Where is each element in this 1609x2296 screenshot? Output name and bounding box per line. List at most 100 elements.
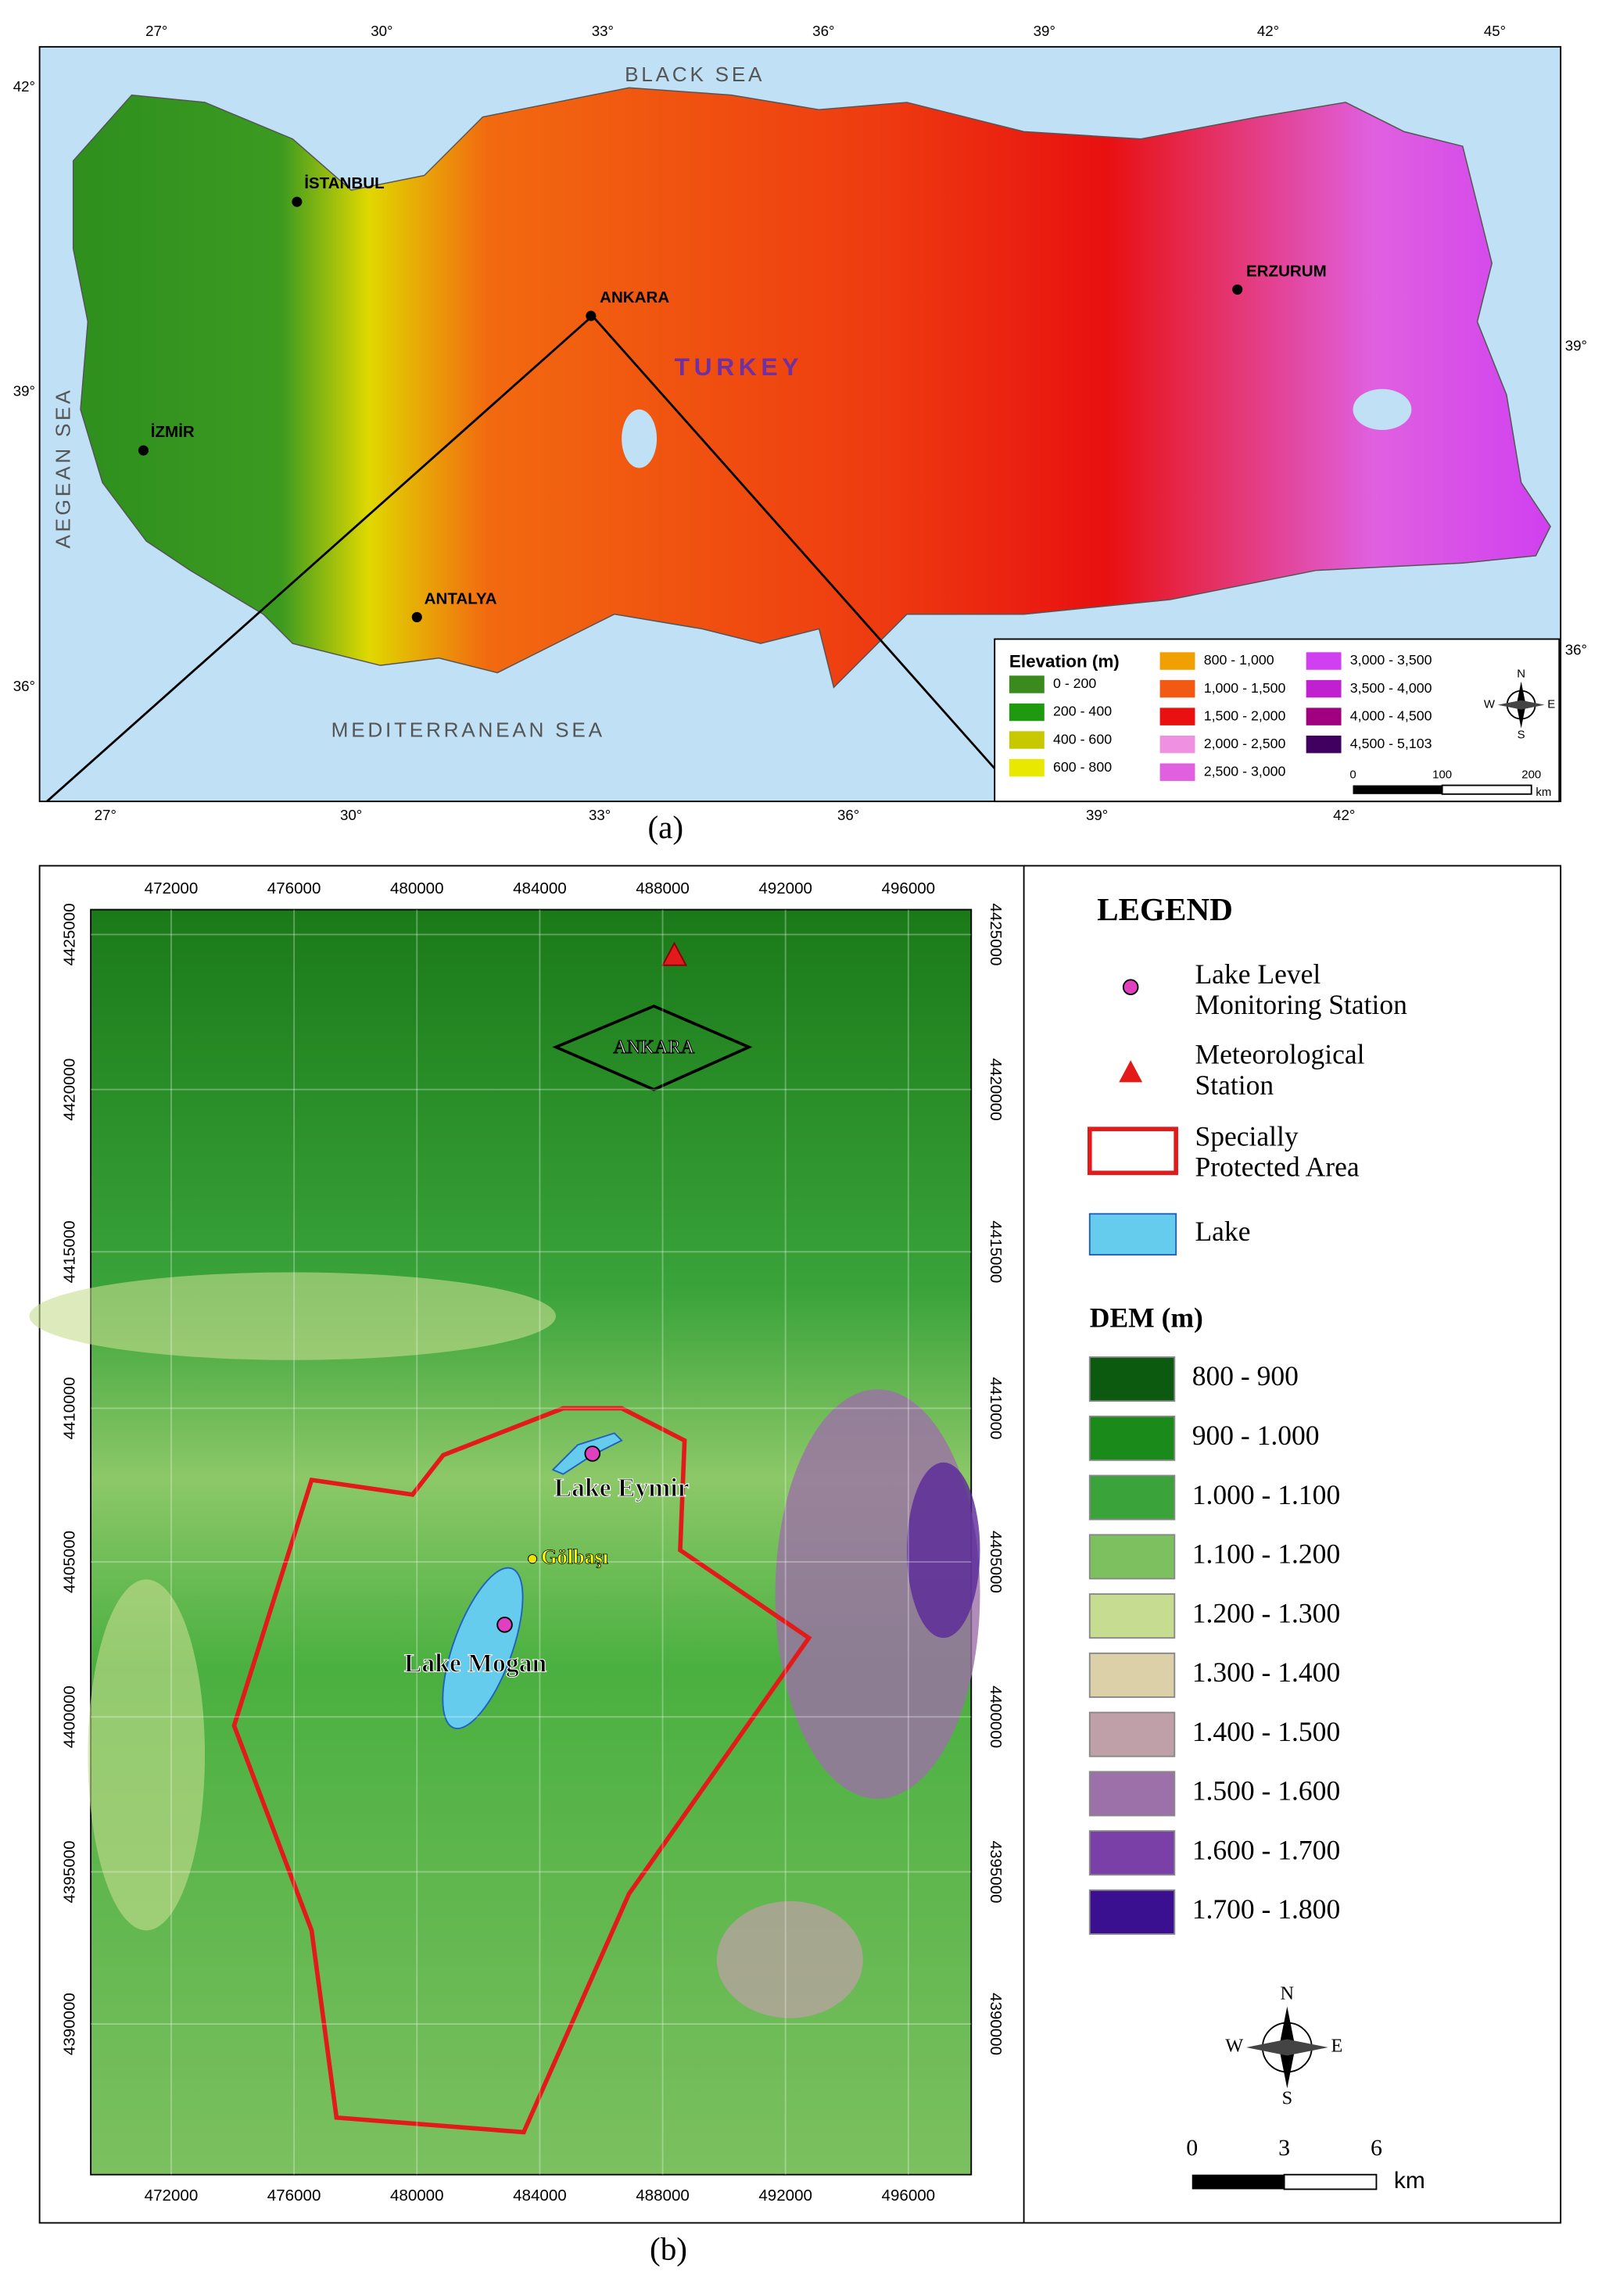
y-tick-label: 4405000	[60, 1531, 78, 1593]
scale-label: km	[1536, 786, 1551, 799]
legend-swatch	[1088, 1771, 1176, 1817]
lon-tick-label: 42°	[1257, 23, 1279, 39]
legend-label: 1.500 - 1.600	[1192, 1775, 1341, 1807]
scale-label: 3	[1278, 2135, 1290, 2161]
legend-swatch	[1088, 1889, 1176, 1935]
legend-lake-symbol	[1088, 1212, 1177, 1255]
turkey-elevation	[72, 87, 1551, 689]
legend-label: 900 - 1.000	[1192, 1420, 1320, 1451]
country-label: TURKEY	[675, 353, 803, 381]
highland	[29, 1272, 556, 1360]
legend-swatch	[1009, 758, 1045, 777]
legend-title: Elevation (m)	[1009, 651, 1120, 671]
sea-label: BLACK SEA	[625, 63, 765, 86]
scale-label: 100	[1432, 768, 1452, 781]
scale-bar	[1353, 785, 1442, 794]
legend-swatch	[1088, 1534, 1176, 1580]
legend-swatch	[1009, 731, 1045, 749]
legend-label: Lake	[1195, 1216, 1250, 1247]
legend-a-box	[994, 638, 1561, 803]
place-label: Gölbaşı	[541, 1546, 608, 1568]
compass-letter: S	[1282, 2088, 1293, 2109]
place-label: ANKARA	[613, 1037, 694, 1058]
lon-tick-label: 42°	[1333, 807, 1355, 823]
lon-tick-label: 30°	[340, 807, 362, 823]
y-tick-label: 4410000	[60, 1377, 78, 1439]
legend-title: DEM (m)	[1090, 1302, 1203, 1333]
x-tick-label: 492000	[758, 879, 812, 897]
x-tick-label: 476000	[267, 2187, 321, 2205]
legend-title: LEGEND	[1097, 891, 1233, 927]
city-point	[292, 196, 303, 207]
legend-swatch	[1088, 1711, 1176, 1757]
y-tick-label: 4420000	[987, 1058, 1005, 1121]
legend-label: Station	[1195, 1069, 1274, 1101]
meteorological-station	[661, 941, 688, 966]
legend-label: 200 - 400	[1053, 704, 1112, 719]
ankara-symbol	[552, 1005, 753, 1091]
lon-tick-label: 27°	[145, 23, 167, 39]
legend-swatch	[1088, 1356, 1176, 1402]
legend-swatch	[1088, 1415, 1176, 1461]
legend-swatch	[1159, 707, 1195, 725]
x-tick-label: 484000	[513, 879, 567, 897]
legend-label: 800 - 1,000	[1204, 652, 1274, 668]
caption: (a)	[647, 809, 683, 846]
y-tick-label: 4390000	[60, 1993, 78, 2055]
legend-swatch	[1009, 703, 1045, 722]
y-tick-label: 4425000	[987, 903, 1005, 965]
x-tick-label: 496000	[882, 2187, 936, 2205]
legend-station-symbol	[1122, 979, 1139, 996]
legend-label: 800 - 900	[1192, 1360, 1299, 1392]
legend-label: 1,000 - 1,500	[1204, 680, 1286, 696]
scale-label: 0	[1349, 768, 1356, 781]
city-point	[586, 310, 597, 321]
highland	[906, 1462, 980, 1639]
x-tick-label: 472000	[145, 879, 199, 897]
compass-letter: S	[1518, 729, 1525, 742]
legend-label: 3,500 - 4,000	[1350, 680, 1432, 696]
lon-tick-label: 36°	[837, 807, 859, 823]
legend-label: 1.400 - 1.500	[1192, 1716, 1341, 1747]
legend-swatch	[1159, 679, 1195, 698]
legend-label: 4,000 - 4,500	[1350, 707, 1432, 723]
x-tick-label: 492000	[758, 2187, 812, 2205]
compass	[1245, 2039, 1328, 2056]
y-tick-label: 4405000	[987, 1531, 1005, 1593]
city-label: ANTALYA	[425, 589, 497, 607]
legend-label: 1.200 - 1.300	[1192, 1597, 1341, 1628]
legend-label: Specially	[1195, 1120, 1298, 1152]
legend-label: Monitoring Station	[1195, 989, 1407, 1020]
place-label: Lake Eymir	[554, 1474, 690, 1503]
legend-label: 1.300 - 1.400	[1192, 1657, 1341, 1688]
x-tick-label: 484000	[513, 2187, 567, 2205]
legend-label: 1.600 - 1.700	[1192, 1834, 1341, 1865]
lon-tick-label: 45°	[1484, 23, 1506, 39]
legend-swatch	[1159, 735, 1195, 754]
y-tick-label: 4415000	[987, 1220, 1005, 1283]
legend-label: 1.000 - 1.100	[1192, 1479, 1341, 1510]
compass-letter: W	[1225, 2036, 1243, 2057]
lon-tick-label: 27°	[95, 807, 116, 823]
y-tick-label: 4400000	[987, 1685, 1005, 1748]
legend-swatch	[1088, 1652, 1176, 1698]
legend-swatch	[1009, 675, 1045, 693]
lon-tick-label: 30°	[371, 23, 392, 39]
lake	[1353, 389, 1412, 430]
lake	[622, 409, 658, 468]
compass-letter: W	[1484, 698, 1496, 711]
highland	[716, 1900, 863, 2018]
x-tick-label: 488000	[636, 879, 690, 897]
compass-letter: E	[1331, 2036, 1342, 2057]
city-point	[1232, 284, 1243, 295]
lon-tick-label: 33°	[592, 23, 614, 39]
scale-bar	[1441, 784, 1532, 795]
lake-level-station	[496, 1617, 513, 1633]
y-tick-label: 4400000	[60, 1685, 78, 1748]
legend-swatch	[1306, 679, 1342, 698]
city-label: ERZURUM	[1246, 262, 1327, 280]
lake-level-station	[584, 1445, 601, 1462]
legend-label: 600 - 800	[1053, 759, 1112, 775]
x-tick-label: 476000	[267, 879, 321, 897]
lat-tick-label: 39°	[1565, 337, 1587, 353]
